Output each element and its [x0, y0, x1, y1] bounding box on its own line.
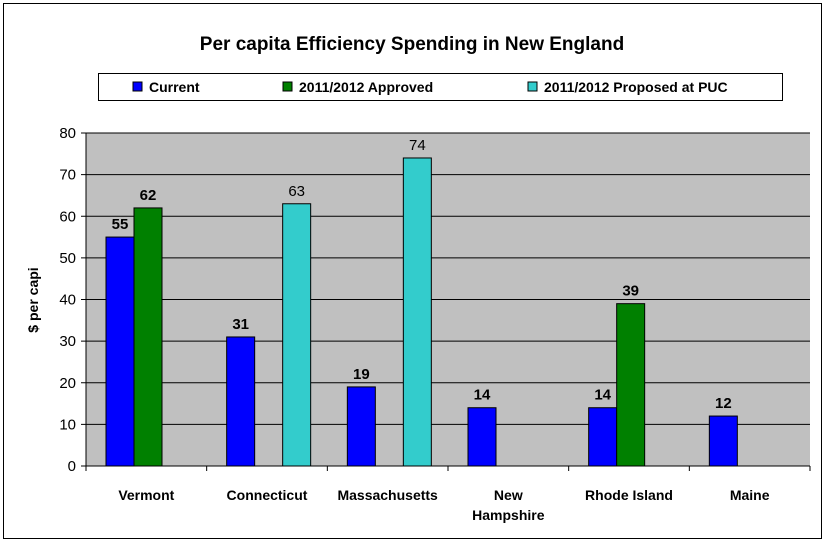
y-tick-label: 0 — [68, 458, 76, 475]
legend-box — [98, 73, 783, 101]
x-tick-label: Maine — [730, 487, 770, 503]
y-tick-label: 80 — [59, 125, 76, 142]
data-label: 74 — [409, 137, 426, 154]
x-tick-label: Rhode Island — [585, 487, 673, 503]
data-label: 39 — [622, 283, 639, 300]
legend-swatch — [132, 81, 143, 92]
y-tick-label: 70 — [59, 167, 76, 184]
x-tick-label: Hampshire — [472, 507, 545, 523]
y-axis-label: $ per capi — [25, 267, 41, 332]
data-label: 63 — [288, 183, 305, 200]
data-label: 19 — [353, 366, 370, 383]
y-tick-label: 20 — [59, 375, 76, 392]
bar — [616, 303, 646, 467]
y-tick-label: 10 — [59, 416, 76, 433]
y-tick-label: 40 — [59, 292, 76, 309]
bar — [402, 157, 432, 467]
y-tick-label: 30 — [59, 333, 76, 350]
bar — [346, 386, 376, 467]
legend: Current 2011/2012 Approved 2011/2012 Propo… — [98, 73, 783, 101]
data-label: 12 — [715, 395, 732, 412]
data-label: 14 — [594, 387, 611, 404]
data-label: 62 — [140, 187, 157, 204]
x-tick-label: Vermont — [118, 487, 174, 503]
plot-area: 0 10 20 30 40 50 60 70 80 55 62 Vermont 31 63 Connecti… — [59, 125, 811, 523]
bar — [588, 407, 618, 467]
legend-swatch — [282, 81, 293, 92]
x-tick-label: New — [494, 487, 523, 503]
bar — [105, 236, 135, 467]
chart-title: Per capita Efficiency Spending in New En… — [200, 34, 624, 55]
data-label: 31 — [232, 316, 249, 333]
legend-label: 2011/2012 Proposed at PUC — [544, 79, 728, 95]
bar — [467, 407, 497, 467]
x-tick-label: Connecticut — [227, 487, 308, 503]
data-label: 55 — [112, 216, 129, 233]
y-tick-label: 50 — [59, 250, 76, 267]
y-tick-label: 60 — [59, 208, 76, 225]
bar — [708, 415, 738, 467]
bar — [133, 207, 163, 467]
legend-swatch — [527, 81, 538, 92]
bar — [226, 336, 256, 467]
legend-label: Current — [149, 79, 200, 95]
bar — [282, 203, 312, 467]
legend-label: 2011/2012 Approved — [299, 79, 433, 95]
data-label: 14 — [474, 387, 491, 404]
x-tick-label: Massachusetts — [337, 487, 438, 503]
